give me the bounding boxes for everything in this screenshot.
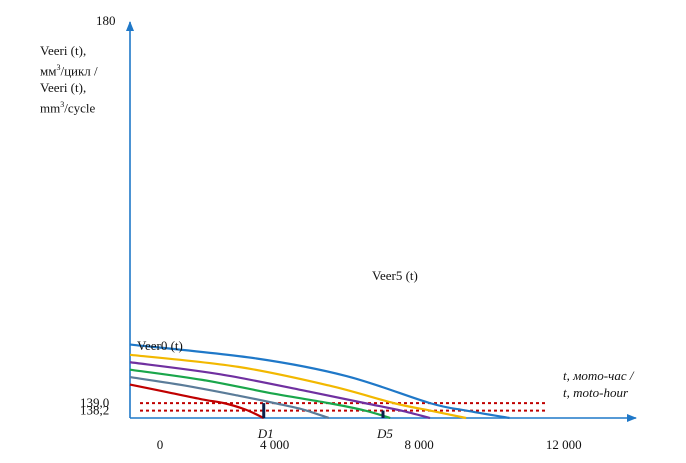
- series-label-veer0: Veer0 (t): [137, 338, 183, 353]
- series-line-0: [129, 383, 265, 419]
- series-line-1: [129, 376, 330, 420]
- threshold-label-1: 138,2: [80, 403, 109, 418]
- x-tick-label-1: 4 000: [260, 437, 289, 452]
- marker-label-1: D5: [376, 426, 393, 441]
- x-tick-label-0: 0: [157, 437, 164, 452]
- x-tick-label-2: 8 000: [405, 437, 434, 452]
- series-line-3: [129, 361, 431, 420]
- threshold-label-0: 139,0: [80, 395, 109, 410]
- series-line-2: [129, 368, 391, 420]
- x-axis-label-en: t, moto-hour: [563, 385, 629, 400]
- x-tick-label-3: 12 000: [546, 437, 582, 452]
- series-line-4: [129, 353, 467, 420]
- x-axis-label-ru: t, мото-час /: [563, 368, 635, 383]
- series-label-veer5: Veer5 (t): [372, 268, 418, 283]
- y-axis-label: Veeri (t), мм3/цикл / Veeri (t), mm3/cyc…: [40, 43, 98, 116]
- marker-label-0: D1: [257, 426, 274, 441]
- series-line-5: [129, 343, 510, 420]
- y-top-label: 180: [96, 13, 116, 28]
